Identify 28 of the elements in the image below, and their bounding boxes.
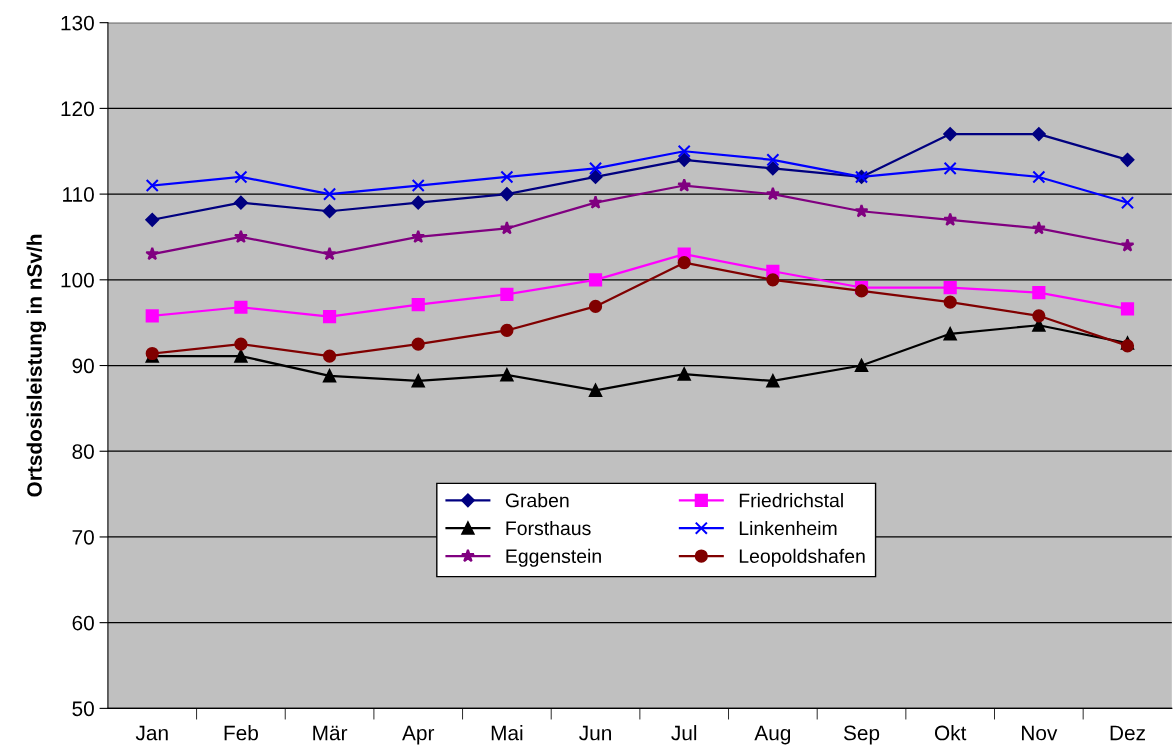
- y-tick-label: 60: [72, 615, 94, 631]
- x-tick-label: Apr: [402, 725, 435, 745]
- x-tick-label: Dez: [1110, 725, 1145, 741]
- legend-label: Graben: [505, 493, 569, 508]
- y-tick-label: 80: [72, 444, 94, 459]
- legend-label: Leopoldshafen: [739, 548, 865, 567]
- y-tick-label: 90: [72, 358, 94, 374]
- legend-label: Friedrichstal: [739, 493, 843, 508]
- x-tick-label: Jul: [671, 725, 697, 741]
- legend-label: Linkenheim: [739, 520, 837, 536]
- x-tick-label: Jun: [579, 725, 611, 741]
- y-tick-label: 120: [61, 101, 94, 117]
- x-tick-label: Nov: [1022, 725, 1058, 741]
- x-tick-label: Mär: [313, 725, 348, 741]
- legend-label: Forsthaus: [506, 520, 591, 536]
- x-tick-label: Mai: [491, 725, 523, 741]
- y-tick-label: 130: [61, 15, 94, 31]
- y-axis-title: Ortsdosisleistung in nSv/h: [26, 234, 47, 497]
- legend-label: Eggenstein: [506, 548, 601, 567]
- x-tick-label: Aug: [754, 725, 791, 745]
- y-tick-label: 100: [61, 272, 94, 288]
- x-tick-label: Sep: [843, 725, 880, 745]
- x-tick-label: Okt: [934, 725, 967, 741]
- y-tick-label: 70: [72, 529, 94, 545]
- x-tick-label: Jan: [135, 725, 168, 741]
- y-tick-label: 50: [72, 701, 94, 717]
- y-tick-label: 110: [63, 187, 94, 202]
- x-tick-label: Feb: [224, 725, 258, 741]
